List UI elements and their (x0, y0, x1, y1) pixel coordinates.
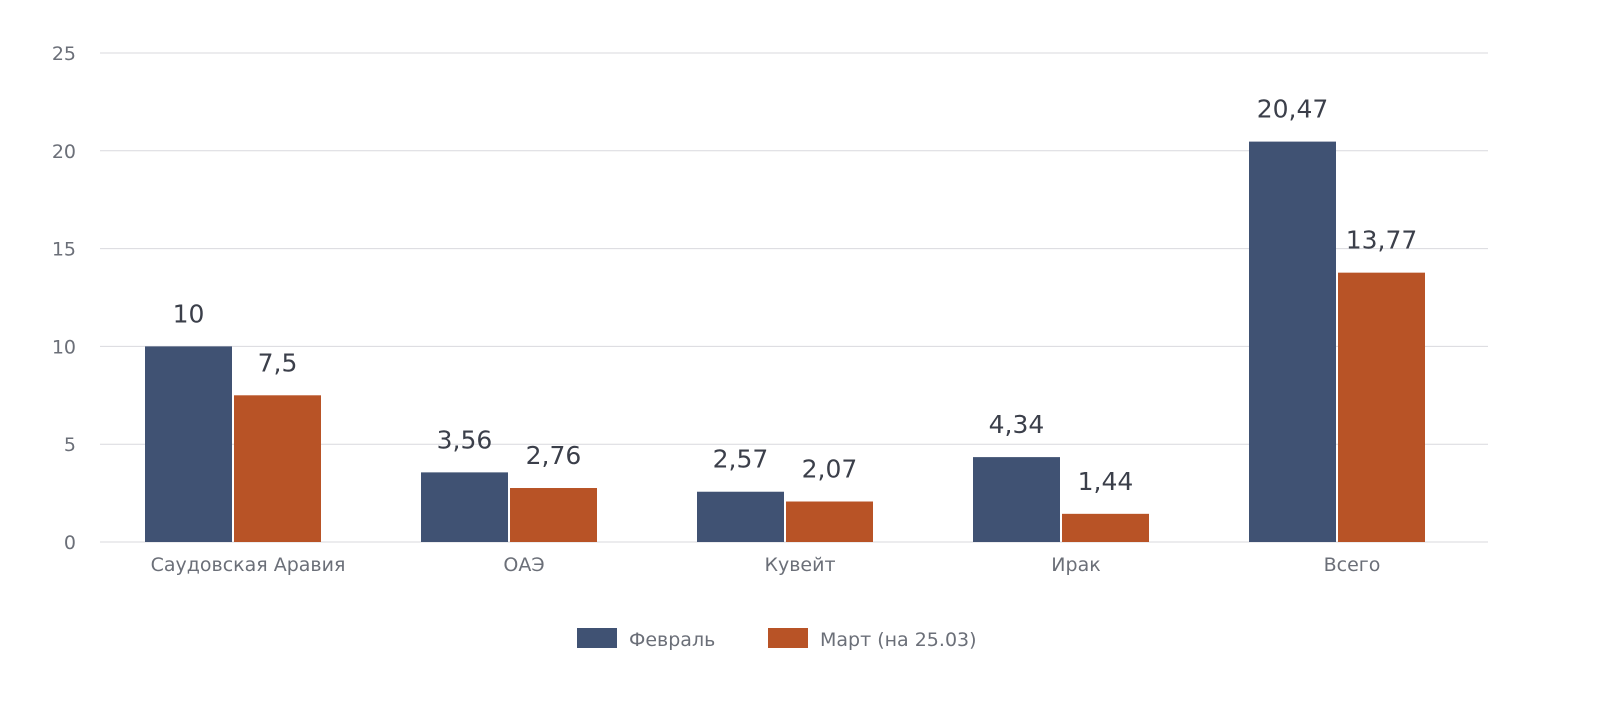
data-label: 1,44 (1078, 467, 1134, 496)
x-category-label: Кувейт (764, 554, 835, 576)
bar-mar (1062, 513, 1149, 542)
bars: 10 7,5 3,56 2,76 2,57 2,07 4,34 1,44 20,47 13,77 (145, 95, 1425, 542)
bar-mar (786, 501, 873, 542)
bar-feb (1249, 141, 1336, 542)
bar-mar (234, 395, 321, 542)
x-category-label: ОАЭ (503, 554, 544, 576)
y-tick-label: 25 (52, 43, 76, 65)
data-label: 20,47 (1257, 95, 1329, 124)
bar-feb (145, 346, 232, 542)
y-tick-label: 10 (52, 336, 76, 358)
data-label: 2,76 (526, 441, 582, 470)
legend: Февраль Март (на 25.03) (577, 628, 977, 651)
y-tick-label: 20 (52, 141, 76, 163)
x-category-label: Всего (1324, 554, 1381, 576)
data-label: 3,56 (437, 425, 493, 454)
bar-feb (421, 472, 508, 542)
y-tick-label: 0 (64, 532, 76, 554)
bar-feb (973, 457, 1060, 542)
legend-swatch-mar (768, 628, 808, 648)
bar-feb (697, 491, 784, 542)
bar-mar (510, 488, 597, 542)
y-tick-label: 15 (52, 239, 76, 261)
data-label: 2,07 (802, 455, 858, 484)
bar-mar (1338, 272, 1425, 542)
legend-label-feb: Февраль (629, 629, 715, 651)
data-label: 7,5 (258, 348, 298, 377)
data-label: 13,77 (1346, 226, 1418, 255)
y-tick-label: 5 (64, 434, 76, 456)
legend-label-mar: Март (на 25.03) (820, 629, 977, 651)
y-axis-ticks: 0 5 10 15 20 25 (52, 43, 76, 554)
x-axis-labels: Саудовская Аравия ОАЭ Кувейт Ирак Всего (151, 554, 1381, 576)
data-label: 4,34 (989, 410, 1045, 439)
data-label: 2,57 (713, 445, 769, 474)
legend-swatch-feb (577, 628, 617, 648)
data-label: 10 (173, 299, 205, 328)
x-category-label: Ирак (1051, 554, 1100, 576)
x-category-label: Саудовская Аравия (151, 554, 346, 576)
